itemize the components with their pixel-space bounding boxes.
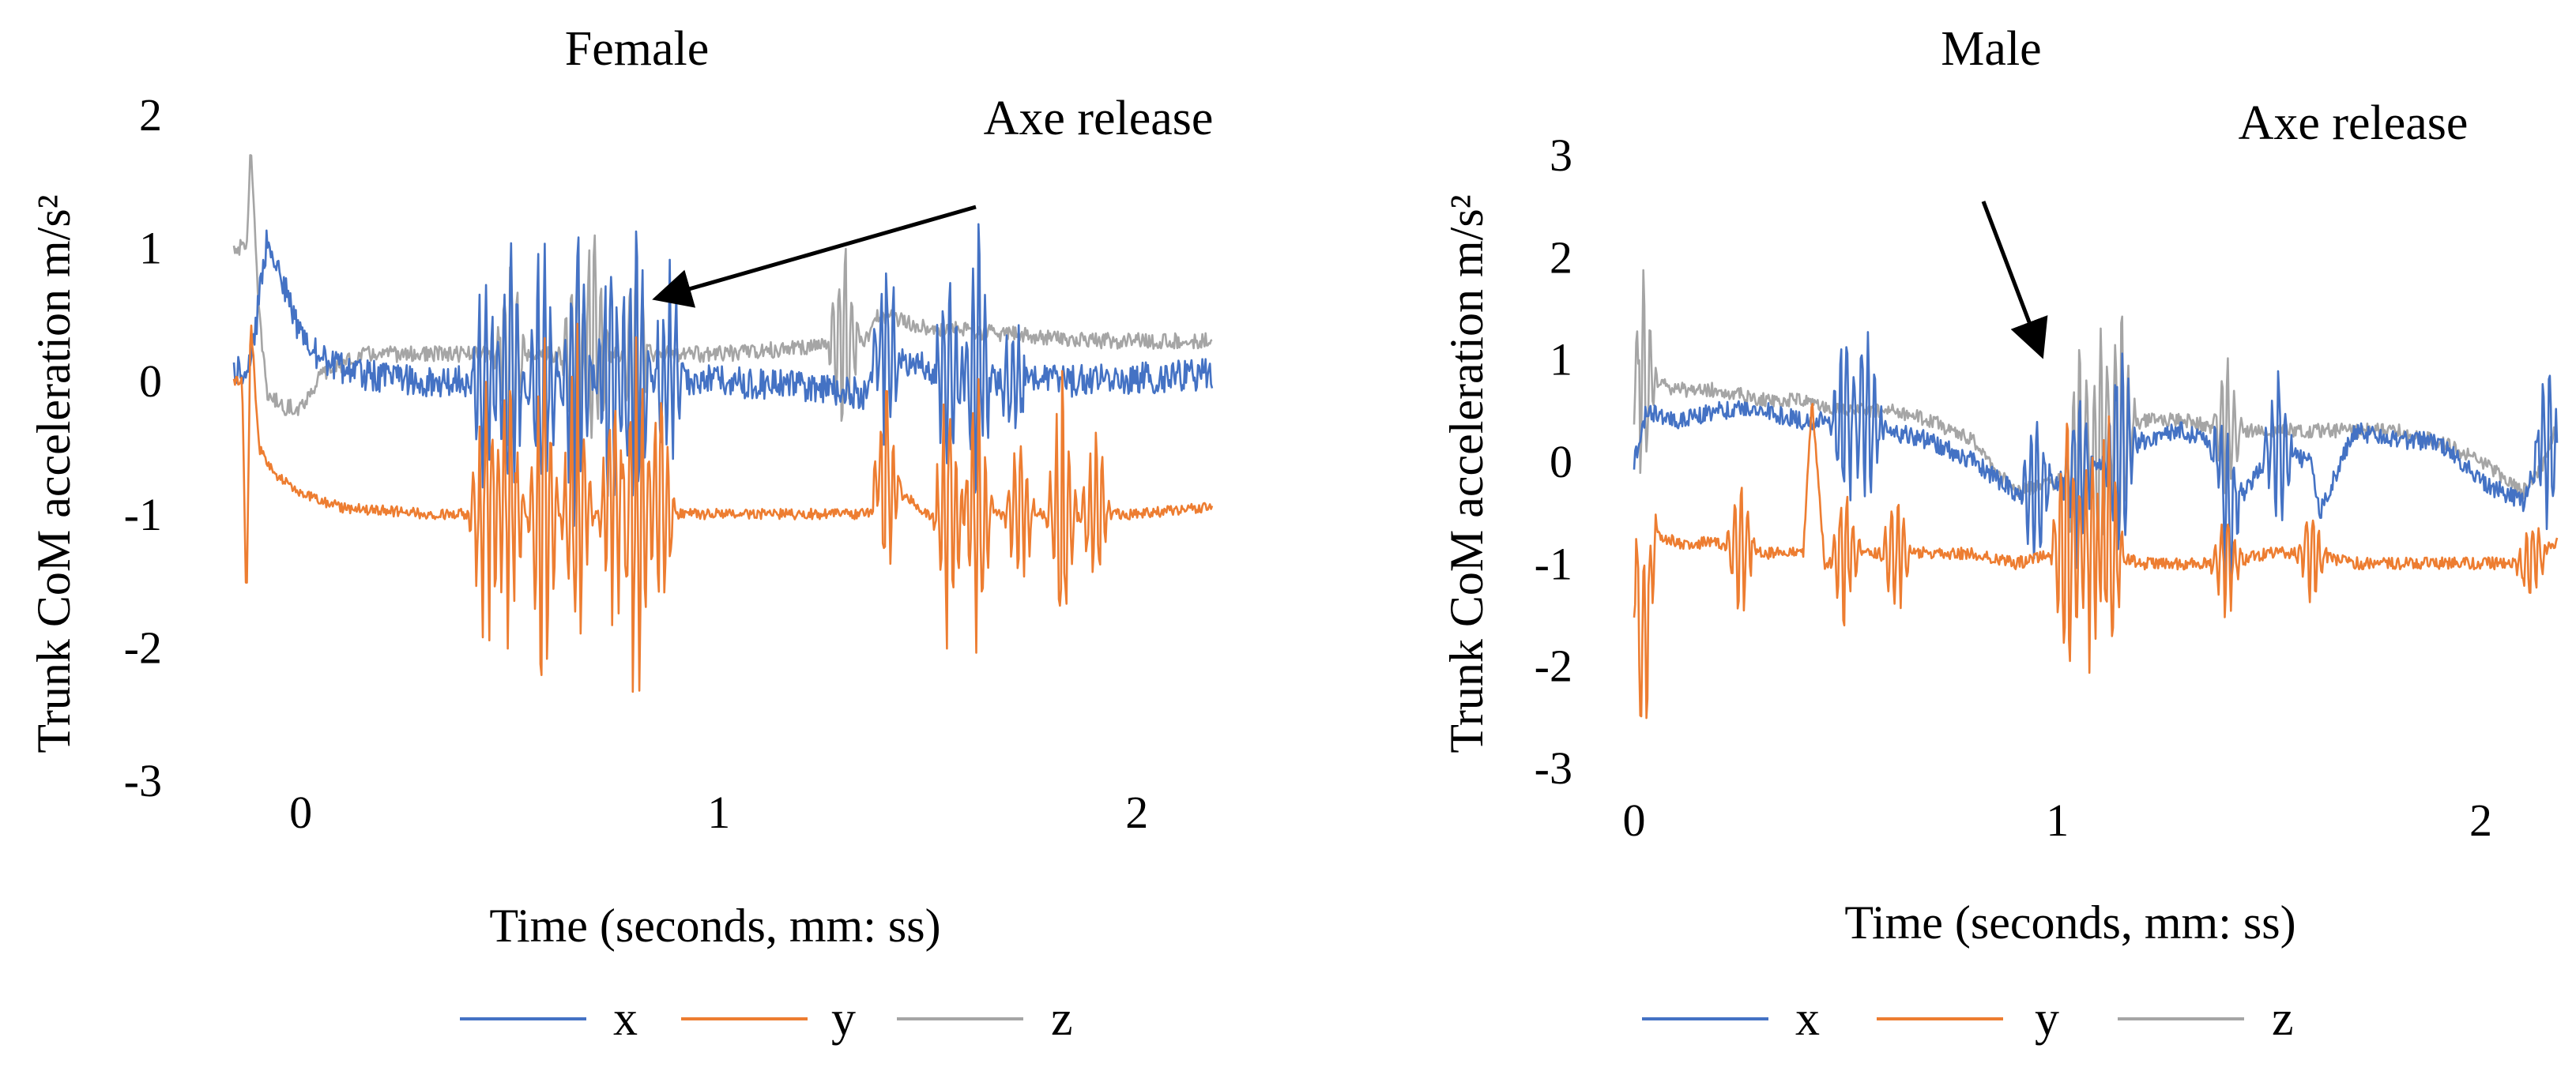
male-y-tick: -1	[1535, 538, 1572, 589]
male-x-axis-label: Time (seconds, mm: ss)	[1844, 896, 2295, 949]
male-axe-release-label: Axe release	[2239, 96, 2469, 150]
female-axe-release-label: Axe release	[984, 92, 1214, 145]
female-legend-label-z: z	[1051, 992, 1073, 1046]
female-y-tick: 0	[139, 355, 162, 407]
male-legend-label-y: y	[2035, 992, 2059, 1046]
male-x-tick: 1	[2046, 795, 2069, 846]
female-legend-label-y: y	[831, 992, 856, 1046]
male-legend-label-z: z	[2272, 992, 2294, 1046]
male-series-x-line	[1633, 331, 2559, 582]
female-chart: Female Trunk CoM acceleration m/s² Time …	[28, 22, 1213, 1046]
female-x-tick: 0	[289, 787, 312, 838]
female-x-tick: 2	[1125, 787, 1148, 838]
female-series-x-line	[232, 223, 1214, 528]
female-axe-release-annotation: Axe release	[652, 92, 1214, 308]
male-legend-label-x: x	[1795, 992, 1820, 1046]
male-y-tick: 1	[1550, 334, 1572, 385]
male-y-tick: 2	[1550, 231, 1572, 283]
female-y-tick: -1	[124, 489, 162, 540]
female-chart-title: Female	[565, 22, 710, 76]
female-y-tick: -3	[124, 755, 162, 806]
male-series	[1633, 269, 2559, 720]
male-series-z-line	[1633, 269, 2558, 561]
female-series-y-line	[232, 322, 1214, 693]
male-chart: Male Trunk CoM acceleration m/s² Time (s…	[1441, 22, 2559, 1046]
male-y-axis-label: Trunk CoM acceleration m/s²	[1441, 194, 1493, 753]
female-x-ticks: 0 1 2	[289, 787, 1148, 838]
male-axe-release-annotation: Axe release	[1981, 96, 2469, 359]
male-y-ticks: 3 2 1 0 -1 -2 -3	[1535, 130, 1572, 794]
female-x-axis-label: Time (seconds, mm: ss)	[489, 900, 940, 952]
male-x-ticks: 0 1 2	[1623, 795, 2493, 846]
male-y-tick: 3	[1550, 130, 1572, 181]
male-series-y-line	[1633, 403, 2559, 720]
female-series	[232, 154, 1214, 693]
female-axe-release-arrow	[652, 205, 977, 308]
female-legend: x y z	[460, 992, 1073, 1046]
male-axe-release-arrow	[1981, 201, 2048, 359]
male-x-tick: 2	[2469, 795, 2492, 846]
female-series-z-line	[232, 154, 1213, 458]
female-x-tick: 1	[707, 787, 730, 838]
female-y-ticks: 2 1 0 -1 -2 -3	[124, 89, 162, 806]
female-y-tick: -2	[124, 622, 162, 673]
male-chart-title: Male	[1941, 22, 2041, 76]
male-y-tick: -3	[1535, 742, 1572, 794]
female-y-tick: 1	[139, 223, 162, 274]
male-y-tick: -2	[1535, 641, 1572, 692]
female-y-axis-label: Trunk CoM acceleration m/s²	[28, 194, 80, 753]
male-legend: x y z	[1642, 992, 2294, 1046]
male-y-tick: 0	[1550, 436, 1572, 487]
male-x-tick: 0	[1623, 795, 1646, 846]
female-legend-label-x: x	[613, 992, 638, 1046]
female-y-tick: 2	[139, 89, 162, 141]
